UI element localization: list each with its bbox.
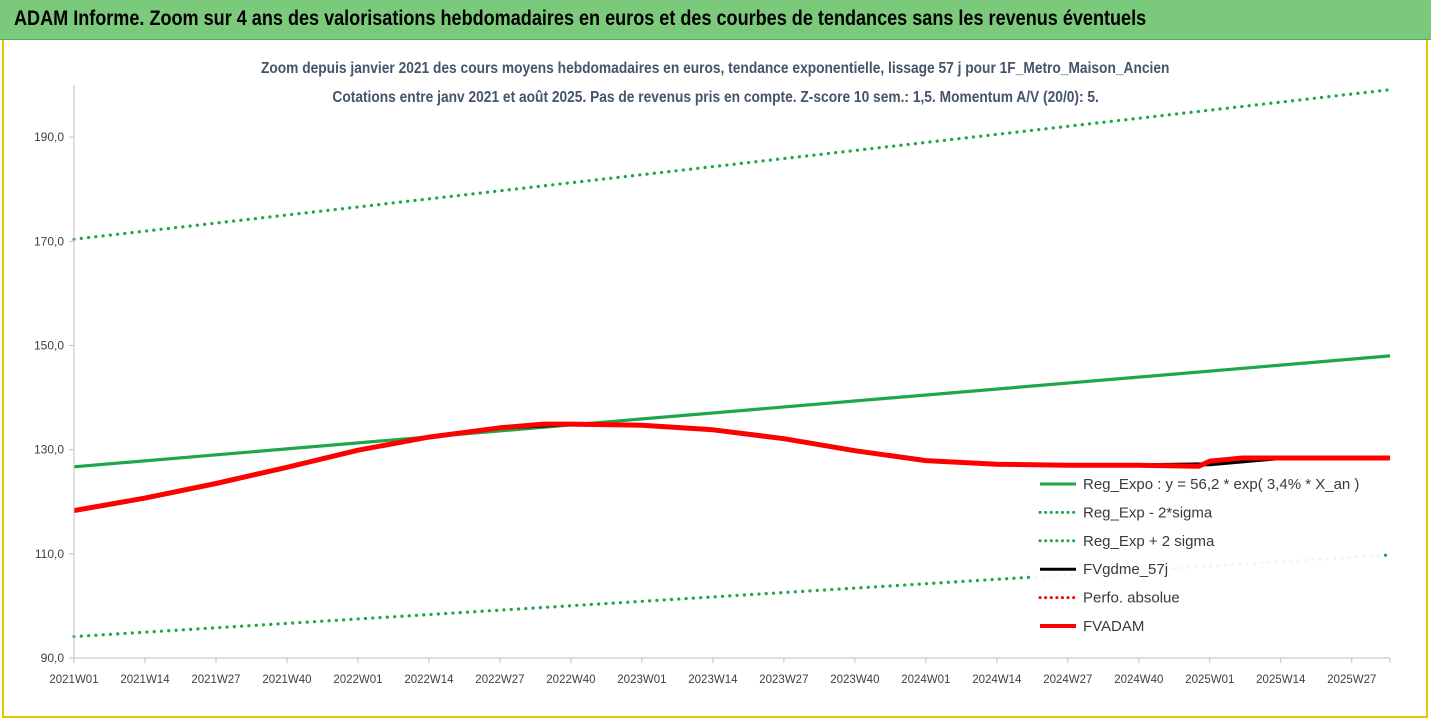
x-tick-label: 2024W40 <box>1114 674 1163 686</box>
y-tick-label: 150,0 <box>34 338 64 352</box>
x-tick-label: 2024W01 <box>901 674 950 686</box>
series-line-reg-exp-2-sigma <box>72 553 1392 639</box>
x-tick-label: 2023W27 <box>759 674 808 686</box>
x-tick-label: 2025W14 <box>1256 674 1306 686</box>
legend-label: FVgdme_57j <box>1083 561 1168 578</box>
legend-label: Reg_Exp + 2 sigma <box>1083 533 1215 550</box>
chart-title: Zoom depuis janvier 2021 des cours moyen… <box>261 60 1170 77</box>
series-line-fvadam <box>73 421 1390 514</box>
x-tick-label: 2021W14 <box>120 674 170 686</box>
x-tick-label: 2022W40 <box>546 674 595 686</box>
x-tick-label: 2023W01 <box>617 674 666 686</box>
y-tick-label: 130,0 <box>34 443 64 457</box>
legend-label: Perfo. absolue <box>1083 590 1180 607</box>
series-line-reg-expo-y-56-2-exp-3-4-x-an <box>73 354 1391 469</box>
legend-label: Reg_Expo : y = 56,2 * exp( 3,4% * X_an ) <box>1083 476 1359 493</box>
x-tick-label: 2025W27 <box>1327 674 1376 686</box>
series-line-reg-exp-2-sigma <box>72 88 1392 241</box>
x-tick-label: 2024W14 <box>972 674 1022 686</box>
legend-label: FVADAM <box>1083 618 1144 635</box>
x-tick-label: 2021W40 <box>262 674 311 686</box>
x-tick-label: 2023W14 <box>688 674 738 686</box>
x-tick-label: 2023W40 <box>830 674 879 686</box>
report-banner: ADAM Informe. Zoom sur 4 ans des valoris… <box>0 0 1431 40</box>
y-tick-label: 110,0 <box>35 547 64 561</box>
legend-box <box>1032 470 1382 638</box>
x-tick-label: 2022W27 <box>475 674 524 686</box>
x-tick-label: 2021W01 <box>49 674 98 686</box>
y-tick-label: 170,0 <box>34 234 64 248</box>
chart-frame <box>2 40 1428 718</box>
x-tick-label: 2022W14 <box>404 674 454 686</box>
report-title: ADAM Informe. Zoom sur 4 ans des valoris… <box>14 7 1147 30</box>
x-tick-label: 2021W27 <box>191 674 240 686</box>
legend-label: Reg_Exp - 2*sigma <box>1083 504 1213 521</box>
x-tick-label: 2025W01 <box>1185 674 1234 686</box>
x-tick-label: 2022W01 <box>333 674 382 686</box>
y-tick-label: 190,0 <box>34 130 64 144</box>
y-tick-label: 90,0 <box>41 651 65 665</box>
x-tick-label: 2024W27 <box>1043 674 1092 686</box>
chart-subtitle: Cotations entre janv 2021 et août 2025. … <box>332 89 1099 106</box>
